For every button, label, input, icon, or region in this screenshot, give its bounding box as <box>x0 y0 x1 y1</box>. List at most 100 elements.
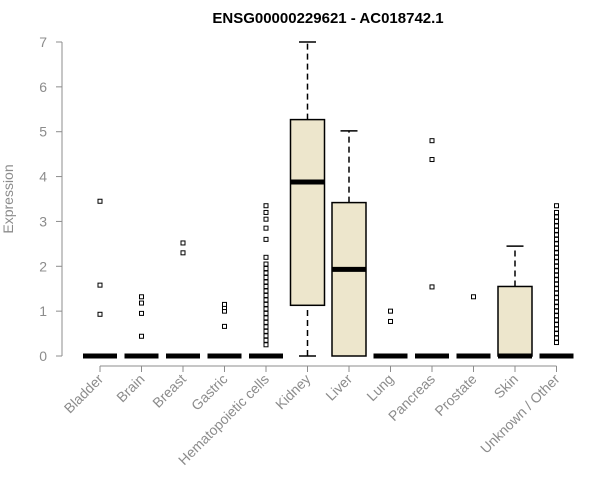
x-tick-label: Brain <box>113 371 147 405</box>
outlier-point <box>554 241 559 247</box>
outlier-point <box>554 209 559 215</box>
outlier-point <box>263 328 269 334</box>
outlier-point <box>263 324 269 330</box>
box-9 <box>456 294 491 359</box>
outlier-point <box>554 245 559 251</box>
outlier-point <box>554 299 559 305</box>
y-tick-label: 6 <box>39 79 47 95</box>
outlier-point <box>554 317 559 323</box>
outlier-point <box>263 306 269 312</box>
outlier-point <box>263 292 269 298</box>
outlier-point <box>97 282 103 288</box>
y-axis: 0 1 2 3 4 5 6 7 <box>39 34 63 364</box>
outlier-point <box>139 310 144 316</box>
box-11 <box>539 203 574 359</box>
outlier-point <box>554 203 559 209</box>
outlier-point <box>554 286 559 292</box>
outlier-point <box>139 333 144 339</box>
outlier-point <box>554 281 559 287</box>
box-7 <box>373 308 408 359</box>
outlier-point <box>388 318 393 324</box>
outlier-point <box>554 277 559 283</box>
outlier-point <box>554 331 559 337</box>
outlier-point <box>554 223 559 229</box>
outlier-point <box>429 138 435 144</box>
outlier-point <box>554 268 559 274</box>
outlier-point <box>388 308 393 314</box>
outlier-point <box>554 322 559 328</box>
outlier-point <box>263 225 269 231</box>
box-8 <box>415 138 449 359</box>
outlier-point <box>263 310 269 316</box>
outlier-point <box>263 337 269 343</box>
outlier-point <box>554 250 559 256</box>
outlier-point <box>554 272 559 278</box>
outlier-point <box>263 275 269 280</box>
outlier-point <box>554 313 559 319</box>
outlier-point <box>263 254 269 260</box>
x-tick-label: Skin <box>491 371 522 402</box>
outlier-point <box>263 288 269 294</box>
y-tick-label: 3 <box>39 213 47 229</box>
outlier-point <box>97 311 103 317</box>
x-tick-label: Lung <box>363 371 396 404</box>
box-4 <box>249 203 283 359</box>
box-10 <box>497 245 533 359</box>
outlier-point <box>263 261 269 267</box>
iqr-box <box>331 201 367 357</box>
x-tick-label: Breast <box>149 371 189 411</box>
outlier-point <box>554 214 559 220</box>
boxes-group <box>83 41 574 359</box>
chart-title: ENSG00000229621 - AC018742.1 <box>212 10 443 27</box>
outlier-point <box>471 294 476 300</box>
y-tick-label: 0 <box>39 348 47 364</box>
box-0 <box>83 198 117 359</box>
outlier-point <box>554 340 559 346</box>
outlier-point <box>554 335 559 341</box>
y-tick-label: 4 <box>39 169 47 185</box>
outlier-point <box>554 259 559 265</box>
outlier-point <box>554 236 559 242</box>
outlier-point <box>554 304 559 310</box>
iqr-box <box>497 285 533 357</box>
box-5 <box>289 41 326 357</box>
outlier-point <box>429 157 435 163</box>
outlier-point <box>554 232 559 238</box>
box-3 <box>207 301 242 359</box>
box-2 <box>166 240 200 359</box>
outlier-point <box>554 308 559 314</box>
outlier-point <box>263 315 269 321</box>
y-tick-label: 1 <box>39 303 47 319</box>
iqr-box <box>289 118 326 307</box>
outlier-point <box>554 254 559 260</box>
outlier-point <box>263 266 269 272</box>
outlier-point <box>263 297 269 303</box>
y-tick-label: 2 <box>39 258 47 274</box>
outlier-point <box>263 279 269 285</box>
outlier-point <box>263 333 269 339</box>
outlier-point <box>554 218 559 224</box>
outlier-point <box>554 295 559 301</box>
y-tick-label: 5 <box>39 124 47 140</box>
outlier-point <box>180 250 186 256</box>
outlier-point <box>429 284 435 290</box>
x-tick-label: Unknown / Other <box>477 371 563 457</box>
x-tick-label: Prostate <box>431 371 479 419</box>
box-6 <box>331 130 367 357</box>
outlier-point <box>263 236 269 242</box>
outlier-point <box>554 290 559 296</box>
outlier-point <box>263 319 269 325</box>
outlier-point <box>554 227 559 233</box>
outlier-point <box>263 301 269 307</box>
y-axis-label: Expression <box>0 164 16 233</box>
x-tick-label: Liver <box>322 371 355 404</box>
outlier-point <box>139 294 144 300</box>
outlier-point <box>263 216 269 222</box>
outlier-point <box>97 198 103 204</box>
outlier-point <box>263 270 269 276</box>
outlier-point <box>139 300 144 306</box>
outlier-point <box>263 203 269 209</box>
outlier-point <box>263 209 269 215</box>
